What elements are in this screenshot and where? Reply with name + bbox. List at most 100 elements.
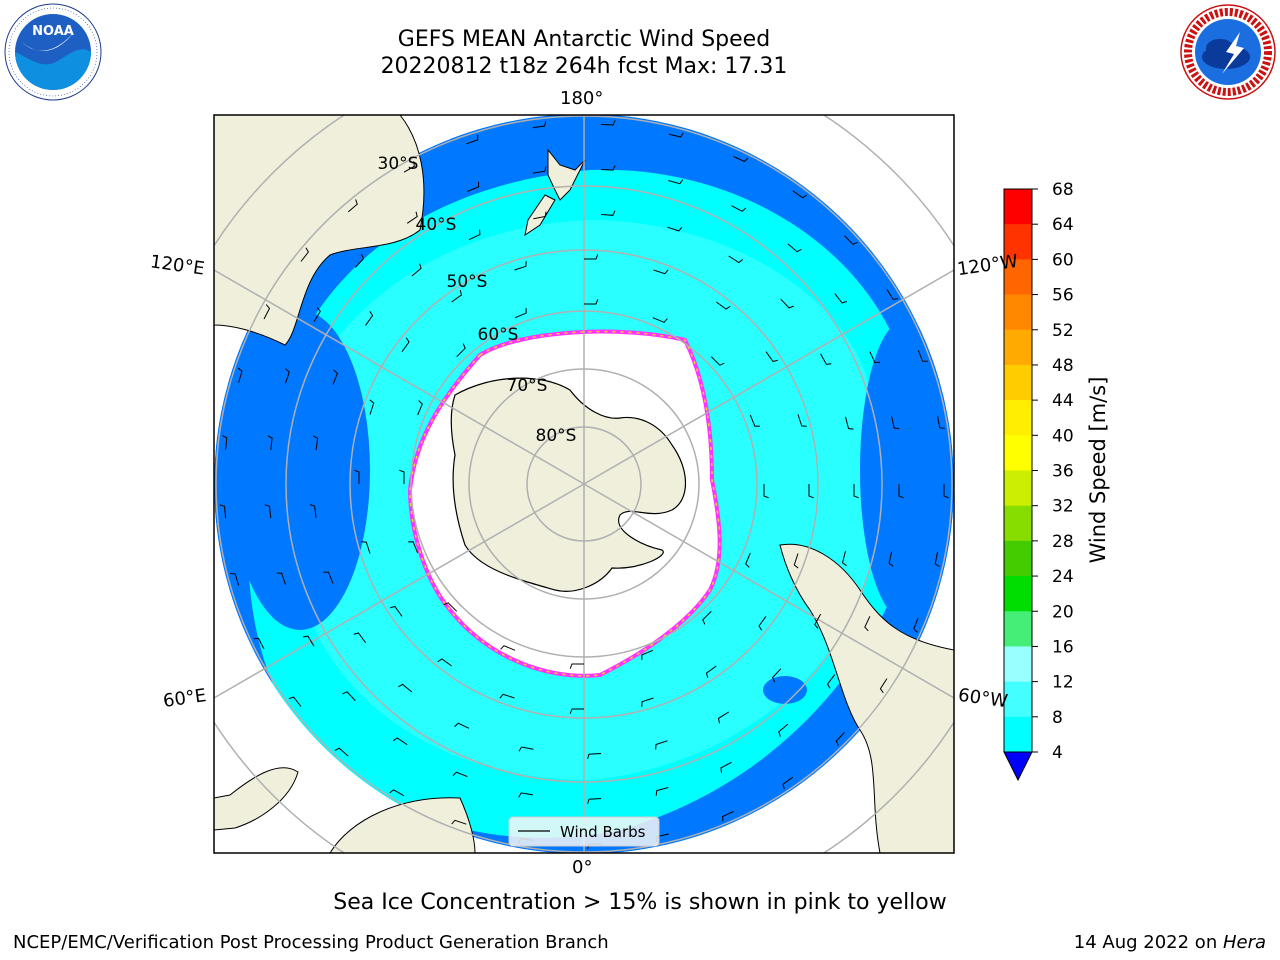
wind-barb — [518, 746, 534, 752]
colorbar-tick-label: 16 — [1052, 637, 1074, 657]
wind-barb — [230, 573, 240, 586]
colorbar-tick-label: 12 — [1052, 673, 1074, 693]
wind-barb — [468, 229, 481, 241]
south-america-land — [779, 543, 954, 853]
footer-credit: NCEP/EMC/Verification Post Processing Pr… — [13, 932, 609, 953]
wind-barb — [717, 711, 729, 724]
antarctica-land — [450, 377, 687, 592]
colorbar-tick-label: 20 — [1052, 602, 1074, 622]
wind-barb — [532, 166, 547, 174]
colorbar-segment — [1004, 576, 1032, 612]
wind-barb — [888, 551, 894, 567]
wind-barb — [917, 350, 928, 362]
wind-barb — [399, 469, 405, 484]
wind-barb — [584, 254, 599, 260]
wind-barb — [653, 269, 669, 275]
map-legend: Wind Barbs — [508, 816, 660, 847]
wind-barb — [891, 416, 900, 430]
wind-barb — [369, 399, 375, 415]
wind-barb — [518, 792, 534, 798]
lon-label-0: 0° — [572, 857, 593, 878]
colorbar-segment — [1004, 224, 1032, 260]
wind-barb — [886, 289, 899, 301]
colorbar-segment — [1004, 505, 1032, 542]
wind-barb — [668, 179, 684, 185]
colorbar-tick-label: 8 — [1052, 708, 1063, 728]
colorbar-tick-label: 60 — [1052, 250, 1074, 270]
colorbar-segment — [1004, 294, 1032, 331]
wind-barb — [731, 205, 747, 212]
colorbar-segment — [1004, 364, 1032, 401]
colorbar-tick-label: 40 — [1052, 426, 1074, 446]
wind-barb — [864, 616, 871, 632]
lat-label-70s: 70°S — [507, 376, 548, 396]
wind-barb — [844, 235, 858, 245]
colorbar-tick-label: 48 — [1052, 356, 1074, 376]
wind-barb — [403, 161, 415, 173]
wind-barb — [943, 484, 949, 499]
wind-barb — [499, 693, 515, 699]
wind-barb — [771, 668, 782, 683]
africa-land — [329, 797, 476, 853]
map-subtitle: 20220812 t18z 264h fcst Max: 17.31 — [380, 54, 788, 79]
wind-barb — [587, 798, 602, 805]
wind-barb — [845, 416, 854, 430]
colorbar-tick-label: 56 — [1052, 286, 1074, 306]
wind-barb — [353, 632, 367, 643]
legend-label: Wind Barbs — [560, 823, 646, 841]
wind-barb — [879, 678, 888, 694]
wind-barb — [288, 696, 302, 707]
footer-date-text: 14 Aug 2022 on — [1073, 932, 1223, 953]
wind-barb — [716, 301, 731, 310]
wind-barb — [417, 400, 423, 416]
wind-barb — [451, 819, 467, 825]
colorbar-tick-label: 44 — [1052, 391, 1074, 411]
wind-barb — [814, 613, 822, 629]
noaa-logo-text: NOAA — [32, 24, 74, 39]
wind-barb — [749, 414, 760, 427]
sea-ice-caption: Sea Ice Concentration > 15% is shown in … — [333, 890, 947, 915]
wind-barb — [898, 484, 904, 499]
wind-barb — [342, 691, 356, 701]
wind-barb — [808, 484, 814, 499]
colorbar-segment — [1004, 189, 1032, 225]
colorbar-segment — [1004, 400, 1032, 436]
wind-barb — [722, 811, 734, 822]
wind-barb — [456, 343, 466, 358]
wind-barb — [913, 617, 919, 633]
wind-barb — [853, 484, 859, 499]
wind-barb — [276, 572, 286, 585]
wind-barb — [408, 541, 419, 554]
wind-barb — [705, 665, 717, 679]
wind-barb — [347, 199, 358, 213]
wind-barb — [641, 649, 654, 660]
wind-barb — [778, 723, 789, 737]
wind-barb — [532, 120, 547, 129]
wind-barb — [667, 226, 683, 232]
wind-barb — [312, 435, 319, 451]
wind-barb — [285, 368, 290, 384]
colorbar-segment — [1004, 470, 1032, 507]
wind-barb — [467, 181, 480, 192]
wind-barb — [514, 261, 527, 271]
wind-barb — [601, 165, 616, 171]
wind-barb — [780, 298, 794, 309]
lon-label-180: 180° — [560, 88, 604, 109]
wind-barb — [787, 243, 802, 253]
colorbar-tick-label: 32 — [1052, 497, 1074, 517]
wind-barb — [792, 190, 808, 199]
wind-barb — [655, 740, 668, 750]
wind-barb — [253, 637, 265, 650]
wind-barb — [452, 771, 468, 778]
wind-barb — [406, 211, 418, 224]
wind-barb — [820, 353, 832, 365]
wind-barb — [222, 435, 228, 450]
colorbar-segment — [1004, 435, 1032, 471]
wind-barb — [758, 616, 767, 631]
wind-barb — [937, 415, 945, 429]
footer-machine: Hera — [1222, 932, 1266, 953]
footer-date: 14 Aug 2022 on Hera — [1074, 932, 1266, 953]
wind-barbs — [219, 120, 949, 850]
colorbar-segment — [1004, 611, 1032, 647]
wind-barb — [533, 211, 547, 220]
